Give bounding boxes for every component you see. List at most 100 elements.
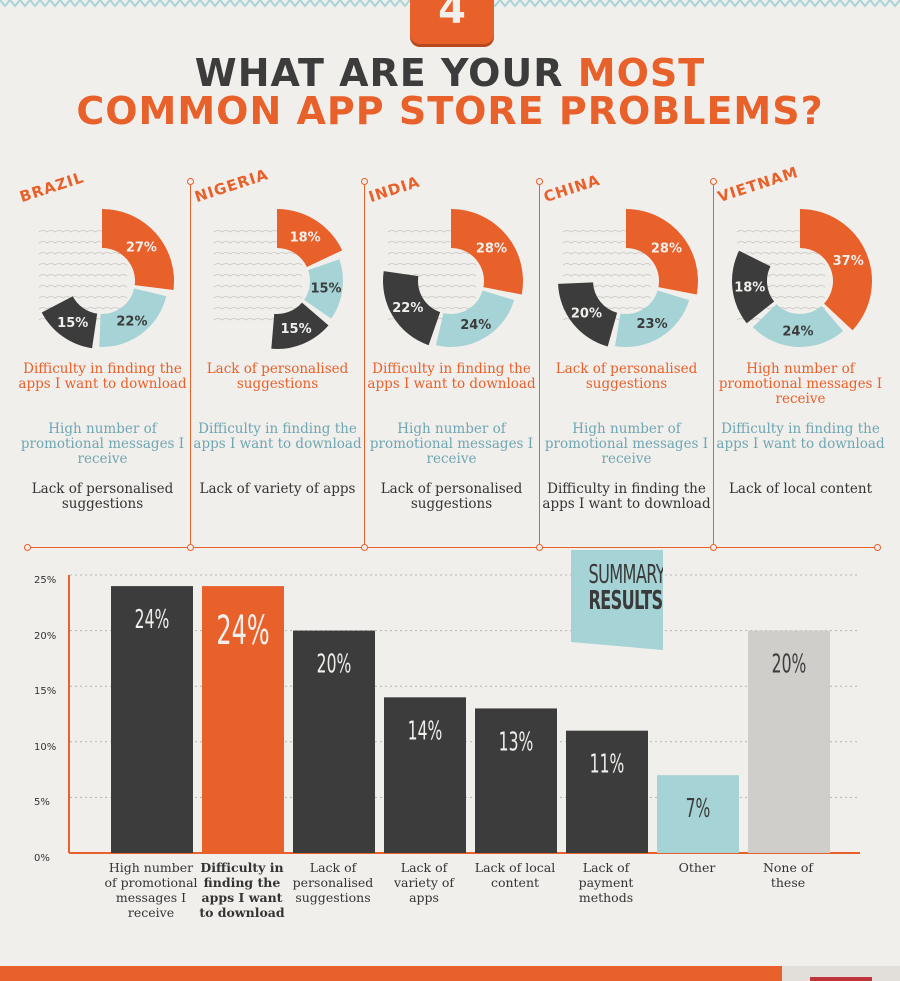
problem-rank-3: Lack of personalised suggestions	[31, 481, 174, 512]
divider-dot	[536, 178, 543, 185]
divider-dot	[361, 178, 368, 185]
donut-slice-label: 37%	[833, 254, 864, 269]
country-column-vietnam: VIETNAM 37% 24% 18% High number of promotion…	[713, 163, 888, 545]
donut-slice-label: 15%	[281, 322, 312, 337]
country-donut-chart: 18% 15% 15%	[213, 209, 343, 349]
donut-slice	[277, 209, 343, 267]
bar	[384, 697, 466, 853]
donut-slice	[558, 282, 618, 347]
donut-background-line	[38, 274, 128, 277]
country-column-brazil: BRAZIL 27% 22% 15% Difficulty in finding the…	[15, 168, 190, 545]
bar-value-label: 20%	[772, 650, 807, 680]
problem-rank-1: Difficulty in finding the apps I want to…	[18, 361, 187, 392]
y-tick-label: 10%	[34, 742, 57, 753]
bar-value-label: 20%	[317, 650, 352, 680]
country-donut-chart: 28% 23% 20%	[558, 209, 698, 347]
column-divider	[713, 182, 714, 548]
x-tick-label: High number of promotional messages I re…	[104, 860, 198, 920]
divider-dot	[536, 544, 543, 551]
donut-background-line	[562, 263, 652, 266]
divider-dot	[24, 544, 31, 551]
donut-slice	[614, 290, 690, 347]
problem-rank-1: High number of promotional messages I re…	[718, 361, 883, 407]
problem-rank-2: Difficulty in finding the apps I want to…	[193, 421, 362, 452]
problem-rank-1: Difficulty in finding the apps I want to…	[367, 361, 536, 392]
bar	[657, 775, 739, 853]
x-tick-label: Other	[678, 860, 716, 875]
donut-background-line	[213, 252, 303, 255]
column-divider	[364, 182, 365, 548]
divider-dot	[710, 178, 717, 185]
problem-rank-3: Lack of variety of apps	[199, 481, 356, 497]
y-tick-label: 0%	[34, 853, 50, 864]
bar	[111, 586, 193, 853]
donut-slice	[99, 288, 167, 347]
bar	[475, 708, 557, 853]
y-tick-label: 5%	[34, 797, 50, 808]
donut-slice-label: 22%	[392, 301, 423, 316]
donut-slice	[800, 209, 872, 331]
divider-dot	[187, 544, 194, 551]
donut-slice-label: 18%	[290, 231, 321, 246]
column-divider	[190, 182, 191, 548]
donut-slice-label: 28%	[476, 242, 507, 257]
country-donut-chart: 37% 24% 18%	[732, 209, 872, 347]
donut-slice-label: 18%	[734, 280, 765, 295]
x-tick-label: Lack of variety of apps	[393, 860, 455, 905]
problem-rank-1: Lack of personalised suggestions	[206, 361, 349, 392]
divider-dot	[361, 544, 368, 551]
donut-background-line	[38, 263, 128, 266]
donut-background-line	[387, 252, 477, 255]
donut-slice-label: 24%	[782, 324, 813, 339]
bar-value-label: 13%	[499, 727, 534, 757]
donut-background-line	[213, 307, 303, 310]
problem-rank-3: Difficulty in finding the apps I want to…	[542, 481, 711, 512]
x-tick-label: Lack of payment methods	[578, 860, 634, 905]
problem-rank-1: Lack of personalised suggestions	[555, 361, 698, 392]
donut-slice-label: 23%	[637, 317, 668, 332]
divider-dot	[874, 544, 881, 551]
donut-slice	[383, 271, 441, 346]
donut-background-line	[38, 285, 128, 288]
title-part-1: WHAT ARE YOUR	[194, 51, 578, 95]
donut-background-line	[213, 296, 303, 299]
divider-dot	[710, 544, 717, 551]
donut-slice	[102, 209, 174, 291]
bar-value-label: 14%	[408, 716, 443, 746]
donut-background-line	[387, 263, 477, 266]
title-part-2: MOST	[577, 51, 706, 95]
bar-value-label: 24%	[135, 605, 170, 635]
donut-slice-label: 28%	[651, 242, 682, 257]
x-tick-label: None of these	[762, 860, 814, 890]
section-number-badge: 4	[410, 0, 494, 44]
donut-slice-label: 15%	[310, 282, 341, 297]
section-divider	[27, 547, 877, 548]
footer-accent	[810, 977, 872, 981]
title-line-2: COMMON APP STORE PROBLEMS?	[76, 89, 824, 133]
x-tick-label: Lack of local content	[474, 860, 556, 890]
donut-background-line	[562, 274, 652, 277]
country-donut-chart: 27% 22% 15%	[38, 209, 174, 349]
problem-rank-2: Difficulty in finding the apps I want to…	[716, 421, 885, 452]
problem-rank-2: High number of promotional messages I re…	[369, 421, 534, 467]
problem-rank-3: Lack of personalised suggestions	[380, 481, 523, 512]
problem-rank-2: High number of promotional messages I re…	[20, 421, 185, 467]
donut-background-line	[736, 252, 826, 255]
donut-slice	[732, 250, 775, 324]
donut-slice	[626, 209, 698, 295]
divider-dot	[187, 178, 194, 185]
donut-slice	[752, 304, 844, 347]
bar	[202, 586, 284, 853]
x-tick-label: Difficulty in finding the apps I want to…	[199, 860, 285, 920]
donut-slice	[304, 259, 343, 319]
donut-slice	[271, 302, 329, 349]
donut-background-line	[213, 285, 303, 288]
summary-bar-chart: 24% 24% 20% 14% 13% 11% 7% 20%	[68, 574, 860, 854]
country-column-nigeria: NIGERIA 18% 15% 15% Lack of personalised sug…	[190, 165, 365, 545]
donut-slice	[451, 209, 523, 295]
country-column-china: CHINA 28% 23% 20% Lack of personalised sugge…	[539, 171, 714, 545]
y-tick-label: 25%	[34, 575, 57, 586]
footer-bar	[0, 966, 782, 981]
bar	[293, 630, 375, 853]
page-title: WHAT ARE YOUR MOST COMMON APP STORE PROB…	[0, 54, 900, 130]
